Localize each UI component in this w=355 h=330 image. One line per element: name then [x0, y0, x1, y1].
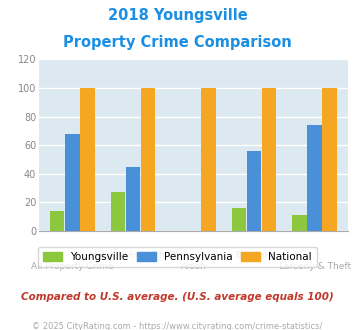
Text: Arson: Arson [181, 262, 206, 272]
Bar [201, 88, 216, 231]
Bar [65, 134, 80, 231]
Bar [80, 88, 95, 231]
Text: Motor Vehicle Theft: Motor Vehicle Theft [89, 251, 177, 260]
Bar [262, 88, 277, 231]
Legend: Youngsville, Pennsylvania, National: Youngsville, Pennsylvania, National [38, 247, 317, 267]
Bar [247, 151, 261, 231]
Text: Larceny & Theft: Larceny & Theft [279, 262, 351, 272]
Text: © 2025 CityRating.com - https://www.cityrating.com/crime-statistics/: © 2025 CityRating.com - https://www.city… [32, 322, 323, 330]
Text: 2018 Youngsville: 2018 Youngsville [108, 8, 247, 23]
Bar [307, 125, 322, 231]
Bar [110, 192, 125, 231]
Bar [231, 208, 246, 231]
Text: All Property Crime: All Property Crime [31, 262, 114, 272]
Bar [141, 88, 155, 231]
Text: Burglary: Burglary [235, 251, 273, 260]
Text: Compared to U.S. average. (U.S. average equals 100): Compared to U.S. average. (U.S. average … [21, 292, 334, 302]
Bar [126, 167, 140, 231]
Bar [322, 88, 337, 231]
Bar [50, 211, 65, 231]
Text: Property Crime Comparison: Property Crime Comparison [63, 35, 292, 50]
Bar [292, 215, 307, 231]
